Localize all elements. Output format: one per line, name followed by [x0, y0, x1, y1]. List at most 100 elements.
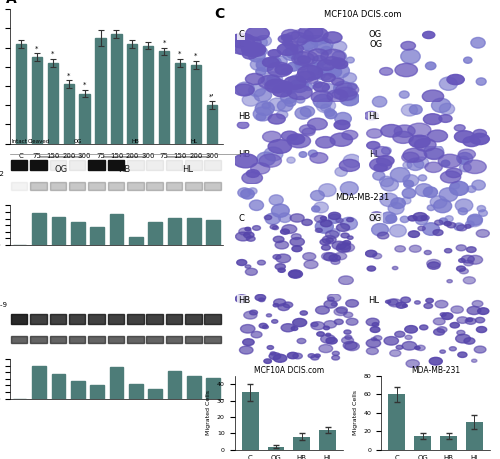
Bar [71, 222, 85, 245]
Circle shape [408, 216, 417, 221]
Circle shape [410, 245, 421, 252]
Circle shape [320, 220, 332, 227]
Y-axis label: Migrated Cells: Migrated Cells [206, 390, 212, 436]
Bar [129, 384, 142, 398]
Circle shape [434, 220, 443, 225]
Circle shape [311, 91, 332, 103]
Circle shape [408, 231, 420, 237]
Circle shape [439, 115, 452, 123]
Circle shape [433, 230, 443, 235]
Circle shape [318, 69, 332, 80]
Circle shape [280, 82, 292, 88]
Circle shape [373, 171, 385, 180]
Circle shape [405, 325, 417, 333]
Circle shape [276, 254, 290, 263]
Circle shape [323, 32, 342, 43]
Circle shape [366, 129, 382, 138]
Circle shape [381, 212, 396, 224]
Circle shape [256, 47, 268, 55]
Circle shape [450, 323, 460, 328]
Circle shape [334, 319, 343, 325]
Circle shape [250, 310, 258, 315]
Circle shape [380, 124, 402, 137]
Circle shape [440, 103, 454, 115]
Circle shape [282, 48, 299, 60]
Circle shape [282, 225, 297, 234]
Circle shape [373, 146, 390, 157]
Circle shape [320, 335, 335, 343]
Circle shape [245, 227, 251, 231]
Circle shape [396, 302, 406, 308]
Circle shape [347, 236, 353, 240]
Circle shape [438, 154, 462, 168]
Circle shape [322, 84, 336, 94]
Circle shape [440, 171, 460, 183]
Circle shape [244, 232, 254, 238]
Circle shape [244, 311, 257, 319]
Circle shape [292, 246, 302, 252]
Bar [268, 447, 284, 450]
Circle shape [447, 74, 464, 84]
Bar [206, 105, 217, 144]
Bar [187, 375, 200, 398]
Bar [185, 160, 202, 170]
Circle shape [432, 98, 450, 112]
Bar [242, 392, 258, 450]
Bar [148, 222, 162, 245]
Circle shape [321, 67, 331, 75]
Circle shape [372, 253, 382, 259]
Bar [185, 314, 202, 324]
Circle shape [428, 262, 440, 269]
Circle shape [304, 260, 318, 269]
Circle shape [467, 215, 482, 227]
Text: *: * [178, 51, 182, 57]
Text: MMP-9: MMP-9 [0, 302, 8, 308]
Circle shape [464, 224, 471, 228]
Circle shape [447, 280, 452, 283]
Text: *: * [162, 39, 166, 45]
Circle shape [248, 188, 257, 195]
Bar [127, 182, 144, 190]
Circle shape [340, 159, 359, 171]
Circle shape [402, 188, 415, 198]
Text: OG: OG [74, 140, 82, 145]
Circle shape [253, 107, 272, 121]
Circle shape [278, 213, 291, 223]
Title: MDA-MB-231: MDA-MB-231 [411, 366, 460, 375]
Text: Cleaved: Cleaved [28, 140, 50, 145]
Circle shape [239, 228, 252, 235]
Circle shape [413, 213, 427, 221]
Circle shape [410, 105, 422, 114]
Bar [112, 34, 122, 144]
Circle shape [259, 154, 281, 167]
Circle shape [303, 252, 316, 260]
Circle shape [326, 230, 339, 239]
Circle shape [386, 215, 397, 223]
Circle shape [378, 232, 389, 239]
Bar [127, 314, 144, 324]
Circle shape [268, 140, 291, 153]
Bar [64, 84, 74, 144]
Circle shape [297, 338, 306, 344]
Bar [52, 217, 65, 245]
Circle shape [403, 175, 418, 186]
Circle shape [450, 347, 456, 351]
Circle shape [274, 354, 287, 362]
Text: HB: HB [238, 150, 250, 159]
Circle shape [396, 345, 403, 349]
Circle shape [258, 260, 266, 265]
Bar [187, 218, 200, 245]
Bar [146, 336, 163, 343]
Circle shape [242, 172, 262, 184]
Circle shape [336, 244, 350, 252]
Circle shape [284, 32, 308, 46]
Circle shape [236, 44, 255, 55]
Circle shape [330, 133, 352, 146]
Circle shape [454, 125, 465, 131]
Circle shape [261, 76, 274, 85]
Circle shape [384, 336, 398, 345]
Circle shape [400, 91, 409, 98]
Circle shape [238, 122, 249, 129]
Circle shape [426, 298, 434, 303]
Circle shape [321, 73, 336, 82]
